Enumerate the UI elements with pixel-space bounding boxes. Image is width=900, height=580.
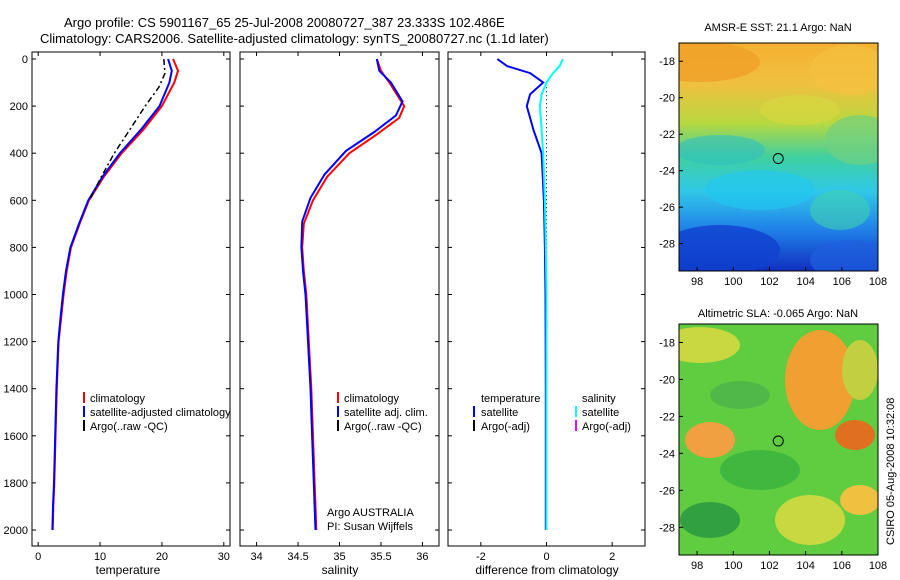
sla-map-axes: 98 100 102 104 106 108 -18 -20 -22 -24 -26 -28 (659, 337, 887, 572)
series-line (51, 58, 173, 531)
legend-label-salinity-satellite: satellite (582, 407, 619, 419)
map-y-tick-label: -28 (659, 522, 675, 534)
x-tick-label: 34 (250, 551, 262, 563)
sst-argo-marker (772, 153, 784, 165)
x-tick-label: 34.5 (287, 551, 308, 563)
depth-tick-label: 1400 (4, 384, 28, 396)
salinity-xlabel: salinity (322, 563, 359, 577)
depth-tick-label: 800 (10, 242, 28, 254)
series-line (300, 58, 404, 531)
x-tick-label: -2 (476, 551, 486, 563)
sst-map-title: AMSR-E SST: 21.1 Argo: NaN (704, 22, 851, 34)
sst-heatmap (679, 43, 878, 271)
depth-tick-label: 2000 (4, 525, 28, 537)
x-tick-label: 30 (218, 551, 230, 563)
x-tick-label: 10 (94, 551, 106, 563)
map-x-tick-label: 106 (833, 276, 851, 288)
map-x-tick-label: 100 (724, 276, 742, 288)
salinity-legend: climatology satellite adj. clim. Argo(..… (327, 392, 428, 533)
x-tick-label: 0 (35, 551, 41, 563)
map-y-tick-label: -20 (659, 374, 675, 386)
x-tick-label: 2 (609, 551, 615, 563)
salinity-panel-frame (239, 51, 440, 547)
map-y-tick-label: -28 (659, 239, 675, 251)
legend-label-argo: Argo(..raw -QC) (90, 421, 168, 433)
map-y-tick-label: -22 (659, 411, 675, 423)
x-tick-label: 20 (156, 551, 168, 563)
depth-tick-label: 400 (10, 148, 28, 160)
depth-tick-label: 1200 (4, 337, 28, 349)
map-x-tick-label: 100 (724, 560, 742, 572)
map-x-tick-label: 104 (796, 276, 814, 288)
sla-map-title: Altimetric SLA: -0.065 Argo: NaN (698, 308, 858, 320)
map-y-tick-label: -26 (659, 485, 675, 497)
map-x-tick-label: 108 (869, 560, 887, 572)
x-tick-label: 36 (416, 551, 428, 563)
map-y-tick-label: -18 (659, 337, 675, 349)
sst-map-frame (678, 42, 879, 272)
legend-label-salinity-argo: Argo(-adj) (582, 421, 631, 433)
side-stamp: CSIRO 05-Aug-2008 10:32:08 (885, 398, 897, 545)
difference-xlabel: difference from climatology (475, 563, 618, 577)
depth-tick-label: 600 (10, 195, 28, 207)
map-x-tick-label: 102 (760, 560, 778, 572)
salinity-plot: 34 34.5 35 35.5 36 (250, 52, 429, 563)
legend-label-climatology: climatology (344, 393, 400, 405)
map-x-tick-label: 108 (869, 276, 887, 288)
difference-plot: -2 0 2 (476, 52, 615, 563)
sla-argo-marker (772, 435, 784, 447)
map-y-tick-label: -20 (659, 93, 675, 105)
depth-tick-label: 1000 (4, 290, 28, 302)
temperature-xlabel: temperature (96, 563, 161, 577)
legend-label-climatology: climatology (90, 393, 146, 405)
x-tick-label: 35 (333, 551, 345, 563)
temperature-legend: climatology satellite-adjusted climatolo… (83, 392, 231, 433)
map-y-tick-label: -18 (659, 56, 675, 68)
legend-label-temperature-satellite: satellite (481, 407, 518, 419)
difference-legend: temperature satellite Argo(-adj) salinit… (473, 393, 631, 433)
series-line (538, 58, 564, 530)
map-x-tick-label: 106 (833, 560, 851, 572)
temperature-plot: 0 10 20 30 (35, 52, 230, 563)
salinity-annotation-line1: Argo AUSTRALIA (327, 507, 414, 519)
sst-map-axes: 98 100 102 104 106 108 -18 -20 -22 -24 -26 -28 (659, 56, 887, 288)
sla-heatmap (679, 324, 878, 555)
legend-label-temperature-argo: Argo(-adj) (481, 421, 530, 433)
map-x-tick-label: 104 (796, 560, 814, 572)
legend-label-argo: Argo(..raw -QC) (344, 421, 422, 433)
depth-tick-label: 0 (22, 54, 28, 66)
depth-tick-label: 200 (10, 101, 28, 113)
legend-label-satellite: satellite adj. clim. (344, 407, 428, 419)
map-y-tick-label: -24 (659, 448, 675, 460)
map-x-tick-label: 98 (691, 560, 703, 572)
depth-axis: 0 200 400 600 800 1000 1200 1400 1600 1800 2000 (4, 54, 645, 537)
figure-title-line2: Climatology: CARS2006. Satellite-adjuste… (40, 31, 549, 46)
map-y-tick-label: -22 (659, 129, 675, 141)
legend-heading-temperature: temperature (481, 393, 540, 405)
temperature-panel-frame (31, 51, 231, 547)
series-line (88, 58, 166, 201)
legend-label-satellite: satellite-adjusted climatology (90, 407, 231, 419)
map-x-tick-label: 98 (691, 276, 703, 288)
x-tick-label: 35.5 (370, 551, 391, 563)
legend-heading-salinity: salinity (582, 393, 616, 405)
sla-map-frame (678, 323, 879, 556)
x-tick-label: 0 (543, 551, 549, 563)
map-x-tick-label: 102 (760, 276, 778, 288)
map-y-tick-label: -24 (659, 166, 675, 178)
map-y-tick-label: -26 (659, 202, 675, 214)
figure-title-line1: Argo profile: CS 5901167_65 25-Jul-2008 … (64, 15, 505, 30)
depth-tick-label: 1600 (4, 431, 28, 443)
salinity-annotation-line2: PI: Susan Wijffels (327, 521, 413, 533)
depth-tick-label: 1800 (4, 478, 28, 490)
